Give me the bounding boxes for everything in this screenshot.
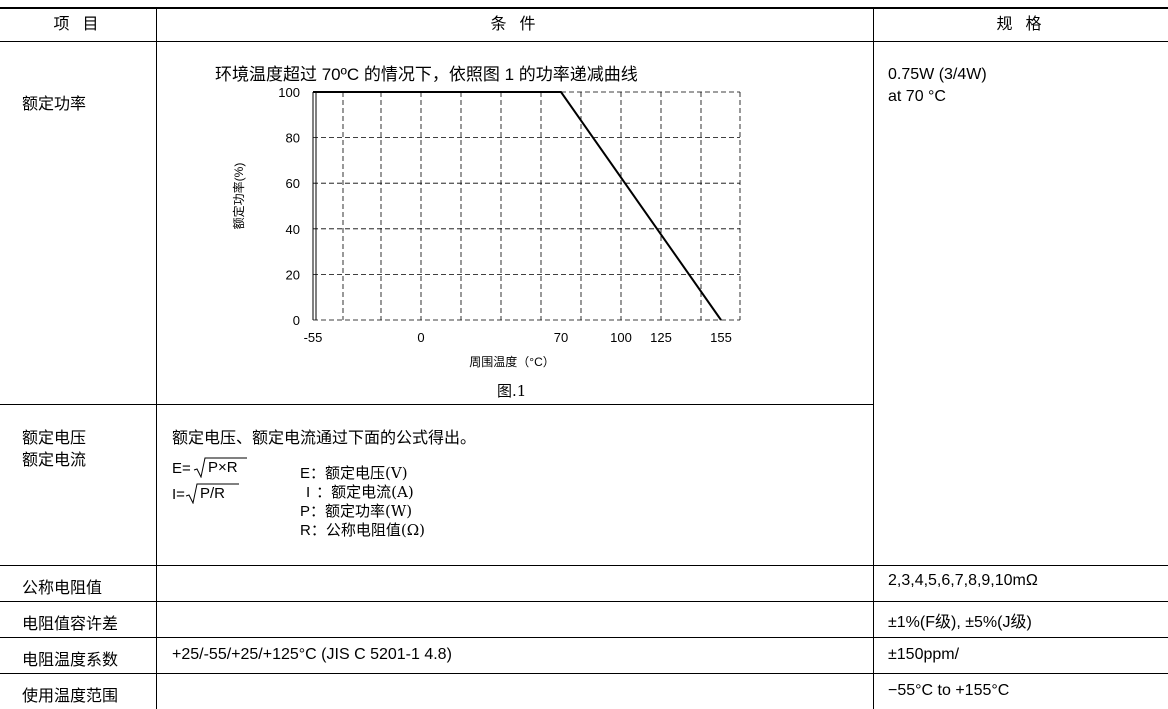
rated-power-label: 额定功率 (22, 94, 87, 113)
rated-power-spec-line2: at 70 °C (888, 88, 946, 105)
y-tick-label-1: 20 (286, 267, 300, 282)
row3-bottom-rule (0, 601, 1168, 602)
header-condition: 条 件 (490, 14, 540, 33)
y-tick-label-5: 100 (278, 85, 300, 100)
sqrt-i-icon (185, 483, 239, 504)
legend-i: I ：额定电流(A) (306, 481, 414, 502)
formula-e-radicand: P×R (208, 459, 238, 476)
formula-i: I= (172, 486, 185, 503)
legend-i-sym: I (306, 484, 311, 501)
y-tick-label-0: 0 (293, 313, 300, 328)
x-tick-label-5: 155 (710, 330, 732, 345)
x-axis-label: 周围温度（°C） (469, 354, 554, 369)
row4-bottom-rule (0, 637, 1168, 638)
row-tcr-label: 电阻温度系数 (22, 650, 119, 669)
voltage-intro: 额定电压、额定电流通过下面的公式得出。 (172, 428, 477, 447)
rated-power-spec-line1: 0.75W (3/4W) (888, 66, 987, 83)
y-axis-label: 额定功率(%) (231, 163, 246, 230)
top-rule (0, 7, 1168, 9)
y-tick-label-3: 60 (286, 176, 300, 191)
chart-caption: 图.1 (497, 382, 527, 400)
rated-voltage-label: 额定电压 (22, 428, 87, 447)
row-nominal-resistance-spec: 2,3,4,5,6,7,8,9,10mΩ (888, 572, 1038, 589)
row-tolerance-spec: ±1%(F级), ±5%(J级) (888, 614, 1032, 631)
derating-chart: 0 20 40 60 80 100 -55 0 70 100 125 155 额定功率(%) 周围温度（°… (157, 80, 873, 404)
row-tcr-spec: ±150ppm/ (888, 646, 960, 663)
x-tick-label-0: -55 (304, 330, 323, 345)
y-tick-label-2: 40 (286, 222, 300, 237)
legend-p: P：额定功率(W) (300, 500, 412, 521)
row1-bottom-rule (0, 404, 873, 405)
formula-i-prefix: I= (172, 486, 185, 503)
row-operating-temp-label: 使用温度范围 (22, 686, 119, 705)
legend-r-sym: R (300, 522, 311, 539)
legend-e: E：额定电压(V) (300, 462, 408, 483)
column-divider-1 (156, 8, 157, 709)
x-tick-label-2: 70 (554, 330, 568, 345)
header-spec: 规 格 (996, 14, 1046, 33)
header-item: 项 目 (53, 14, 103, 33)
formula-e-prefix: E= (172, 460, 191, 477)
rated-power-condition: 环境温度超过 70ºC 的情况下，依照图 1 的功率递减曲线 (215, 65, 638, 84)
legend-i-desc: ：额定电流(A) (316, 483, 414, 501)
legend-p-desc: ：额定功率(W) (310, 502, 413, 520)
row-tcr-condition: +25/-55/+25/+125°C (JIS C 5201-1 4.8) (172, 646, 452, 663)
formula-e: E= (172, 460, 191, 477)
x-tick-label-1: 0 (417, 330, 424, 345)
column-divider-2 (873, 8, 874, 709)
formula-i-radicand: P/R (200, 485, 226, 502)
legend-r-desc: ：公称电阻值(Ω) (310, 521, 425, 539)
sqrt-e-icon (193, 457, 247, 478)
y-tick-label-4: 80 (286, 131, 300, 146)
row5-bottom-rule (0, 673, 1168, 674)
x-tick-label-4: 125 (650, 330, 672, 345)
derating-curve-0 (313, 91, 722, 321)
derating-chart-svg: 0 20 40 60 80 100 -55 0 70 100 125 155 额定功率(%) 周围温度（°… (231, 85, 741, 369)
row-nominal-resistance-label: 公称电阻值 (22, 578, 103, 597)
legend-r: R：公称电阻值(Ω) (300, 519, 425, 540)
row2-bottom-rule (0, 565, 1168, 566)
x-tick-label-3: 100 (610, 330, 632, 345)
header-bottom-rule (0, 41, 1168, 42)
legend-e-sym: E (300, 465, 311, 482)
row-operating-temp-spec: −55°C to +155°C (888, 682, 1010, 699)
row-tolerance-label: 电阻值容许差 (22, 614, 119, 633)
legend-e-desc: ：额定电压(V) (310, 464, 408, 482)
rated-current-label: 额定电流 (22, 450, 87, 469)
legend-p-sym: P (300, 503, 311, 520)
